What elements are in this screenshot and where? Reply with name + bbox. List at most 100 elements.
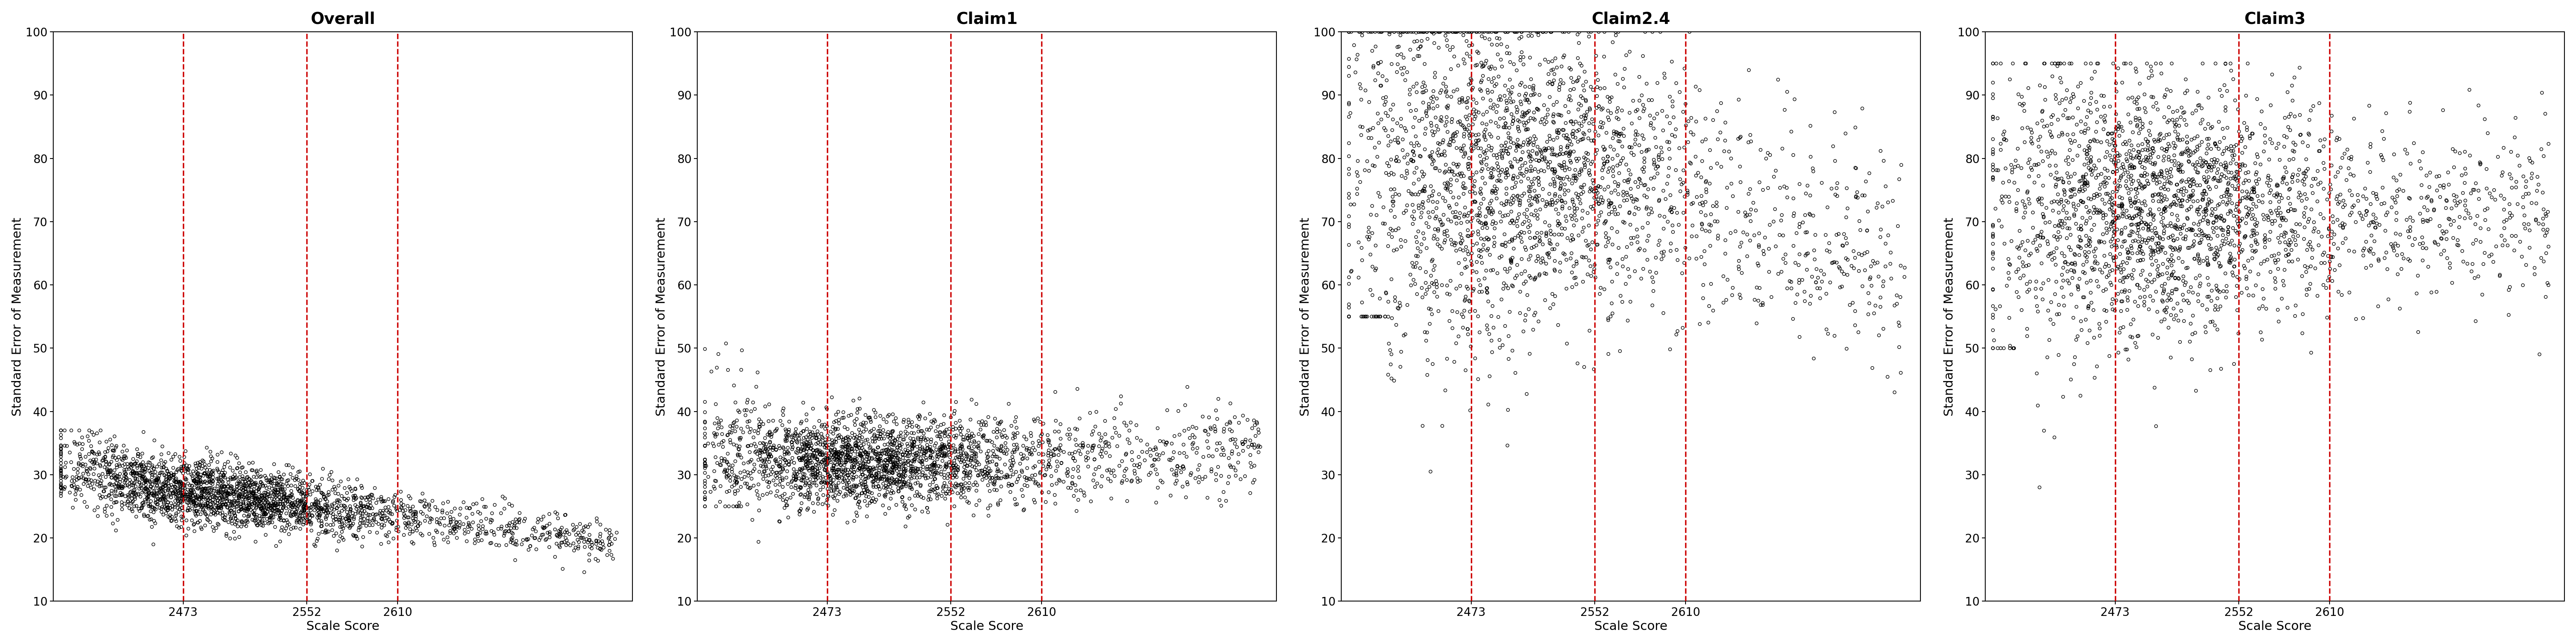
Point bbox=[2470, 188, 2512, 198]
Point bbox=[2349, 245, 2391, 256]
Point bbox=[2097, 200, 2138, 211]
Point bbox=[744, 439, 786, 450]
Point bbox=[2445, 200, 2486, 211]
Point bbox=[974, 477, 1015, 487]
Point bbox=[2434, 146, 2476, 156]
Point bbox=[827, 442, 868, 453]
Point bbox=[1425, 73, 1466, 83]
Point bbox=[966, 420, 1007, 430]
Point bbox=[2251, 251, 2293, 261]
Point bbox=[2071, 298, 2112, 308]
Point bbox=[2120, 116, 2161, 126]
Point bbox=[873, 460, 914, 470]
X-axis label: Scale Score: Scale Score bbox=[2239, 621, 2311, 632]
Point bbox=[1525, 146, 1566, 156]
Point bbox=[914, 457, 956, 468]
Point bbox=[1669, 253, 1710, 263]
Point bbox=[103, 483, 144, 493]
Point bbox=[258, 489, 299, 500]
Point bbox=[842, 445, 884, 455]
Point bbox=[873, 477, 914, 488]
Point bbox=[2192, 217, 2233, 227]
Point bbox=[1157, 406, 1198, 416]
Point bbox=[1976, 59, 2017, 69]
Point bbox=[160, 490, 201, 500]
Point bbox=[283, 478, 325, 488]
Point bbox=[173, 515, 214, 526]
Point bbox=[2043, 185, 2084, 195]
Point bbox=[41, 482, 82, 492]
Point bbox=[2527, 227, 2568, 238]
Point bbox=[1376, 152, 1417, 162]
Point bbox=[234, 491, 276, 501]
Point bbox=[1772, 150, 1814, 160]
Point bbox=[304, 500, 345, 510]
Point bbox=[2074, 305, 2115, 316]
Point bbox=[1543, 179, 1584, 189]
Point bbox=[1453, 104, 1494, 115]
Point bbox=[1445, 365, 1486, 375]
Point bbox=[855, 412, 896, 422]
Point bbox=[381, 506, 422, 516]
Point bbox=[894, 442, 935, 452]
Point bbox=[1747, 153, 1788, 164]
Point bbox=[113, 501, 155, 511]
Point bbox=[224, 476, 265, 486]
Point bbox=[1224, 439, 1265, 450]
Point bbox=[1492, 161, 1533, 171]
Point bbox=[2463, 290, 2504, 300]
Point bbox=[2210, 158, 2251, 169]
Point bbox=[2496, 113, 2537, 123]
Point bbox=[2110, 117, 2151, 128]
Point bbox=[845, 477, 886, 487]
Point bbox=[909, 445, 951, 455]
Point bbox=[1517, 156, 1558, 166]
Point bbox=[2130, 208, 2172, 218]
Point bbox=[80, 493, 121, 504]
Point bbox=[1571, 114, 1613, 124]
Point bbox=[1574, 149, 1615, 159]
Point bbox=[1571, 184, 1613, 194]
Point bbox=[1450, 187, 1492, 197]
Point bbox=[1525, 258, 1566, 269]
Point bbox=[1814, 107, 1855, 117]
Point bbox=[2282, 174, 2324, 184]
Point bbox=[739, 417, 781, 427]
Point bbox=[2110, 332, 2151, 342]
Point bbox=[255, 505, 296, 515]
Point bbox=[2210, 173, 2251, 184]
Point bbox=[2391, 226, 2432, 236]
Point bbox=[2094, 140, 2136, 151]
Point bbox=[2378, 184, 2419, 194]
Point bbox=[1038, 426, 1079, 437]
Point bbox=[574, 554, 616, 564]
Point bbox=[353, 503, 394, 513]
Point bbox=[289, 516, 330, 527]
Point bbox=[1329, 211, 1370, 222]
Point bbox=[2063, 292, 2105, 303]
Point bbox=[1437, 84, 1479, 95]
Point bbox=[1651, 220, 1692, 231]
Point bbox=[2110, 171, 2151, 181]
Point bbox=[404, 516, 446, 526]
Point bbox=[2115, 198, 2156, 208]
Point bbox=[1368, 312, 1409, 322]
Point bbox=[157, 486, 198, 496]
Point bbox=[276, 511, 317, 522]
Point bbox=[1340, 130, 1381, 140]
Point bbox=[222, 504, 263, 515]
Point bbox=[884, 459, 925, 469]
Point bbox=[894, 448, 935, 459]
Point bbox=[1406, 33, 1448, 44]
Point bbox=[2290, 242, 2331, 252]
Point bbox=[840, 480, 881, 490]
Point bbox=[690, 487, 732, 497]
Point bbox=[229, 495, 270, 506]
Point bbox=[902, 459, 943, 469]
Point bbox=[1229, 488, 1270, 498]
Point bbox=[1525, 145, 1566, 155]
Point bbox=[953, 450, 994, 460]
Point bbox=[1419, 43, 1461, 53]
Point bbox=[2056, 260, 2097, 270]
Point bbox=[1352, 201, 1394, 211]
